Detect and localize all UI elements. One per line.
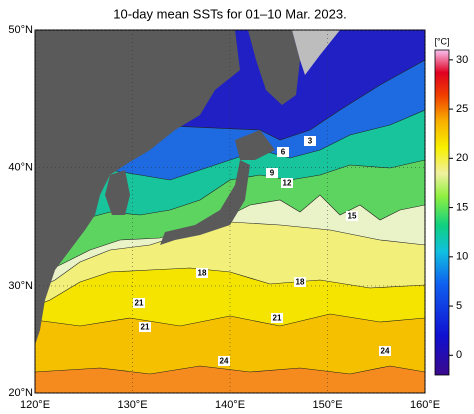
contour-label: 21: [273, 314, 282, 323]
land: [105, 170, 130, 215]
contour-label-bg: [196, 268, 208, 278]
x-tick-label: 130°E: [117, 399, 147, 411]
colorbar-tick-label: 0: [456, 349, 462, 361]
sea-ice: [292, 30, 340, 75]
land: [248, 30, 300, 105]
y-tick-label: 50°N: [8, 24, 33, 36]
y-tick-label: 20°N: [8, 387, 33, 399]
y-tick-label: 30°N: [8, 280, 33, 292]
land: [235, 130, 275, 160]
contour-label-bg: [281, 178, 293, 188]
colorbar-tick-label: 30: [456, 54, 468, 66]
contour-label-bg: [271, 313, 283, 323]
y-tick-label: 40°N: [8, 161, 33, 173]
contour-label: 3: [308, 137, 313, 146]
contour-label: 18: [198, 269, 207, 278]
colorbar-tick-label: 25: [456, 103, 468, 115]
contour-label-bg: [379, 346, 391, 356]
colorbar-tick-label: 20: [456, 152, 468, 164]
colorbar: [434, 49, 450, 376]
contour-label: 18: [296, 278, 305, 287]
x-tick-label: 150°E: [312, 399, 342, 411]
contour-label-bg: [133, 298, 145, 308]
land: [35, 30, 240, 345]
contour-label-bg: [266, 168, 278, 178]
contour-label: 24: [381, 347, 390, 356]
colorbar-tick-label: 5: [456, 300, 462, 312]
contour-label-bg: [218, 356, 230, 366]
x-tick-label: 160°E: [410, 399, 440, 411]
contour-label: 15: [348, 212, 357, 221]
contour-label: 21: [141, 323, 150, 332]
contour-label: 6: [281, 148, 286, 157]
contour-label: 21: [135, 299, 144, 308]
contour-label-bg: [304, 136, 316, 146]
x-tick-label: 140°E: [215, 399, 245, 411]
colorbar-unit: [°C]: [434, 36, 449, 46]
x-tick-label: 120°E: [20, 399, 50, 411]
contour-label-bg: [294, 277, 306, 287]
colorbar-tick-label: 15: [456, 201, 468, 213]
contour-label: 9: [270, 169, 275, 178]
land: [160, 160, 250, 245]
colorbar-tick-label: 10: [456, 251, 468, 263]
contour-label-bg: [277, 147, 289, 157]
map-title: 10-day mean SSTs for 01–10 Mar. 2023.: [113, 6, 346, 21]
contour-label-bg: [139, 322, 151, 332]
contour-label-bg: [346, 211, 358, 221]
contour-label: 12: [283, 179, 292, 188]
contour-label: 24: [220, 357, 229, 366]
